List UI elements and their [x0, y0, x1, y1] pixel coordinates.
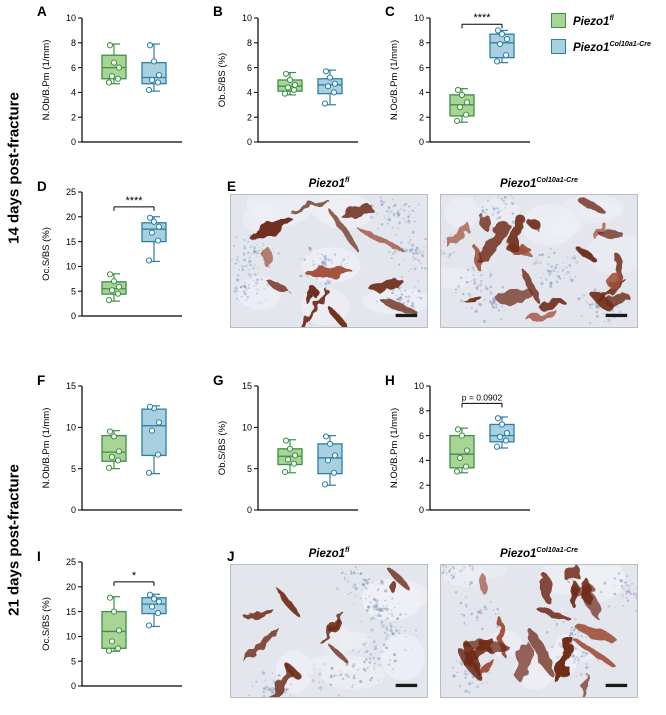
legend-swatch-green — [551, 13, 566, 28]
svg-text:10: 10 — [242, 423, 252, 433]
panel-letter-g: G — [213, 373, 224, 388]
panel-letter-f: F — [37, 373, 46, 388]
histology-image-piezo1fl-21d — [230, 564, 428, 698]
svg-text:****: **** — [473, 12, 491, 24]
chart-noc-bpm-14d: 0 2 4 6 8 10 N.Oc/B.Pm (1/mm) **** — [389, 12, 530, 147]
svg-text:10: 10 — [414, 13, 424, 23]
svg-text:Oc.S/BS (%): Oc.S/BS (%) — [41, 227, 52, 281]
svg-text:8: 8 — [419, 38, 424, 48]
svg-text:0: 0 — [71, 505, 76, 515]
svg-text:Oc.S/BS (%): Oc.S/BS (%) — [41, 597, 52, 651]
histology-label-piezo1col10a1cre-21d: Piezo1Col10a1-Cre — [499, 546, 579, 560]
histology-label-piezo1fl-21d: Piezo1fl — [308, 546, 350, 560]
panel-letter-a: A — [37, 4, 47, 19]
chart-nob-bpm-21d: 0 5 10 15 N.Ob/B.Pm (1/mm) — [41, 381, 182, 515]
svg-text:15: 15 — [242, 381, 252, 391]
svg-text:8: 8 — [419, 406, 424, 416]
chart-obs-bs-21d: 0 5 10 15 Ob.S/BS (%) — [217, 381, 358, 515]
svg-text:10: 10 — [66, 632, 76, 642]
svg-text:20: 20 — [66, 212, 76, 222]
panel-letter-d: D — [37, 179, 47, 194]
svg-text:N.Ob/B.Pm (1/mm): N.Ob/B.Pm (1/mm) — [41, 40, 52, 121]
svg-text:6: 6 — [71, 63, 76, 73]
histology-label-piezo1col10a1cre-14d: Piezo1Col10a1-Cre — [499, 176, 579, 190]
svg-text:15: 15 — [66, 607, 76, 617]
svg-text:10: 10 — [414, 381, 424, 391]
legend-swatch-blue — [551, 39, 566, 54]
svg-text:****: **** — [125, 195, 143, 207]
panel-letter-b: B — [213, 4, 223, 19]
chart-ocs-bs-14d: 0 5 10 15 20 25 Oc.S/BS (%) **** — [41, 187, 182, 321]
svg-text:0: 0 — [247, 505, 252, 515]
panel-letter-h: H — [385, 373, 395, 388]
svg-text:0: 0 — [71, 681, 76, 691]
svg-text:0: 0 — [419, 137, 424, 147]
histology-image-piezo1fl-14d — [230, 194, 428, 328]
svg-text:Ob.S/BS (%): Ob.S/BS (%) — [217, 421, 228, 475]
svg-text:6: 6 — [247, 63, 252, 73]
svg-text:6: 6 — [419, 431, 424, 441]
row-label-21-days: 21 days post-fracture — [5, 464, 23, 616]
svg-text:15: 15 — [66, 381, 76, 391]
svg-text:p = 0.0902: p = 0.0902 — [462, 392, 503, 402]
svg-text:4: 4 — [247, 88, 252, 98]
histology-label-piezo1fl-14d: Piezo1fl — [308, 176, 350, 190]
chart-obs-bs-14d: 0 2 4 6 8 10 Ob.S/BS (%) — [217, 13, 358, 147]
legend-label-piezo1col10a1cre: Piezo1Col10a1-Cre — [573, 39, 652, 54]
svg-text:4: 4 — [419, 88, 424, 98]
legend-label-piezo1fl: Piezo1fl — [573, 13, 614, 28]
svg-text:25: 25 — [66, 187, 76, 197]
panel-letter-i: I — [37, 549, 41, 564]
svg-text:20: 20 — [66, 582, 76, 592]
svg-text:N.Oc/B.Pm (1/mm): N.Oc/B.Pm (1/mm) — [389, 408, 400, 488]
svg-text:10: 10 — [66, 13, 76, 23]
svg-text:2: 2 — [419, 480, 424, 490]
svg-text:2: 2 — [247, 112, 252, 122]
svg-text:0: 0 — [247, 137, 252, 147]
legend-item-piezo1col10a1cre: Piezo1Col10a1-Cre — [551, 39, 651, 54]
svg-text:5: 5 — [71, 286, 76, 296]
svg-text:5: 5 — [71, 464, 76, 474]
chart-ocs-bs-21d: 0 5 10 15 20 25 Oc.S/BS (%) * — [41, 557, 182, 691]
chart-noc-bpm-21d: 0 2 4 6 8 10 N.Oc/B.Pm (1/mm) p = 0.0902 — [389, 381, 530, 515]
svg-text:0: 0 — [71, 311, 76, 321]
svg-text:Ob.S/BS (%): Ob.S/BS (%) — [217, 53, 228, 107]
svg-text:10: 10 — [242, 13, 252, 23]
chart-nob-bpm-14d: 0 2 4 6 8 10 N.Ob/B.Pm (1/mm) — [41, 13, 182, 147]
svg-text:5: 5 — [71, 656, 76, 666]
svg-text:15: 15 — [66, 237, 76, 247]
svg-text:*: * — [132, 570, 137, 582]
panel-letter-e: E — [227, 179, 237, 194]
panel-letter-c: C — [385, 4, 395, 19]
svg-text:2: 2 — [71, 112, 76, 122]
svg-text:10: 10 — [66, 262, 76, 272]
svg-text:N.Oc/B.Pm (1/mm): N.Oc/B.Pm (1/mm) — [389, 40, 400, 120]
svg-text:N.Ob/B.Pm (1/mm): N.Ob/B.Pm (1/mm) — [41, 408, 52, 489]
svg-text:0: 0 — [419, 505, 424, 515]
svg-text:2: 2 — [419, 112, 424, 122]
panel-letter-j: J — [227, 549, 235, 564]
svg-text:4: 4 — [419, 456, 424, 466]
svg-text:8: 8 — [247, 38, 252, 48]
svg-text:8: 8 — [71, 38, 76, 48]
svg-text:4: 4 — [71, 88, 76, 98]
histology-image-piezo1col10a1cre-14d — [440, 194, 638, 328]
legend: Piezo1fl Piezo1Col10a1-Cre — [551, 13, 651, 65]
legend-item-piezo1fl: Piezo1fl — [551, 13, 651, 28]
svg-text:5: 5 — [247, 464, 252, 474]
svg-text:25: 25 — [66, 557, 76, 567]
histology-image-piezo1col10a1cre-21d — [440, 564, 638, 698]
svg-text:0: 0 — [71, 137, 76, 147]
svg-text:6: 6 — [419, 63, 424, 73]
svg-text:10: 10 — [66, 423, 76, 433]
row-label-14-days: 14 days post-fracture — [5, 92, 23, 244]
